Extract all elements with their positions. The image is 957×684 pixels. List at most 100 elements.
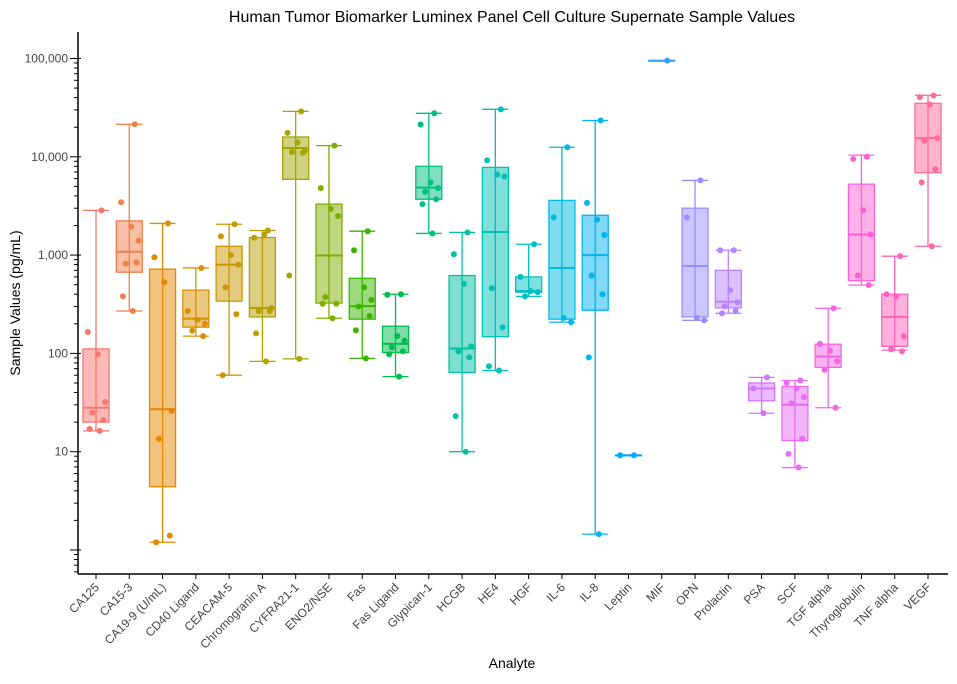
box-he4 [481, 106, 510, 374]
data-point [352, 327, 359, 334]
data-point [189, 327, 196, 334]
data-point [286, 272, 293, 279]
data-point [760, 410, 767, 417]
data-point [227, 252, 234, 259]
x-tick-label: PSA [741, 580, 768, 607]
data-point [568, 319, 575, 326]
data-point [764, 374, 771, 381]
data-point [750, 385, 757, 392]
data-point [499, 324, 506, 331]
data-point [585, 354, 592, 361]
data-point [468, 343, 475, 350]
data-point [322, 293, 329, 300]
data-point [588, 272, 595, 279]
data-point [135, 237, 142, 244]
data-point [485, 363, 492, 370]
box-il-6 [548, 144, 576, 326]
y-axis-label: Sample Values (pg/mL) [7, 230, 23, 375]
data-point [129, 307, 136, 314]
data-point [394, 333, 401, 340]
data-point [329, 315, 336, 322]
data-point [351, 247, 358, 254]
box-cyfra21-1 [282, 108, 310, 362]
data-point [217, 233, 224, 240]
data-point [96, 427, 103, 434]
data-point [94, 351, 101, 358]
y-tick-label: 10,000 [31, 150, 68, 164]
data-point [429, 230, 436, 237]
data-point [397, 291, 404, 298]
chart-title: Human Tumor Biomarker Luminex Panel Cell… [229, 9, 795, 26]
data-point [799, 435, 806, 442]
y-tick-label: 100,000 [25, 51, 69, 65]
data-point [730, 247, 737, 254]
data-point [850, 155, 857, 162]
x-tick-label: SCF [774, 580, 801, 607]
data-point [550, 214, 557, 221]
data-point [366, 313, 373, 320]
data-point [517, 273, 524, 280]
data-point [888, 346, 895, 353]
box-iqr [481, 166, 510, 338]
data-point [431, 110, 438, 117]
data-point [264, 227, 271, 234]
box-fas-ligand [381, 291, 410, 380]
data-point [266, 307, 273, 314]
data-point [168, 407, 175, 414]
box-vegf [914, 92, 942, 250]
data-point [601, 232, 608, 239]
data-point [333, 300, 340, 307]
box-ceacam-5 [215, 221, 243, 379]
x-tick-label: CA125 [66, 580, 102, 616]
data-point [494, 171, 501, 178]
box-cd40-ligand [182, 264, 210, 340]
data-point [932, 166, 939, 173]
data-point [364, 228, 371, 235]
data-point [501, 173, 508, 180]
data-point [401, 337, 408, 344]
data-point [289, 148, 296, 155]
data-point [630, 452, 637, 459]
data-point [233, 311, 240, 318]
data-point [599, 291, 606, 298]
y-tick-label: 1,000 [38, 248, 68, 262]
data-point [800, 394, 807, 401]
data-point [335, 212, 342, 219]
data-point [222, 284, 229, 291]
x-tick-label: HCGB [434, 580, 468, 614]
data-point [253, 330, 260, 337]
data-point [201, 320, 208, 327]
data-point [166, 532, 173, 539]
data-point [734, 299, 741, 306]
box-scf [781, 377, 809, 471]
data-point [133, 259, 140, 266]
data-point [497, 106, 504, 113]
data-point [102, 399, 109, 406]
box-tgf-alpha [814, 305, 842, 411]
data-point [450, 251, 457, 258]
data-point [795, 464, 802, 471]
data-point [460, 280, 467, 287]
data-point [298, 108, 305, 115]
data-point [427, 179, 434, 186]
box-ca15-3 [115, 121, 143, 314]
data-point [433, 196, 440, 203]
data-point [89, 409, 96, 416]
data-point [484, 157, 491, 164]
data-point [319, 300, 326, 307]
data-point [263, 358, 270, 365]
data-point [434, 185, 441, 192]
data-point [594, 216, 601, 223]
data-point [184, 307, 191, 314]
data-point [119, 293, 126, 300]
data-point [664, 57, 671, 64]
box-eno2-nse [315, 142, 343, 322]
x-tick-label: MIF [643, 580, 668, 605]
data-point [284, 129, 291, 136]
data-point [200, 333, 207, 340]
box-iqr [248, 236, 277, 318]
data-point [294, 139, 301, 146]
box-psa [747, 374, 776, 417]
data-point [327, 205, 334, 212]
data-point [821, 366, 828, 373]
